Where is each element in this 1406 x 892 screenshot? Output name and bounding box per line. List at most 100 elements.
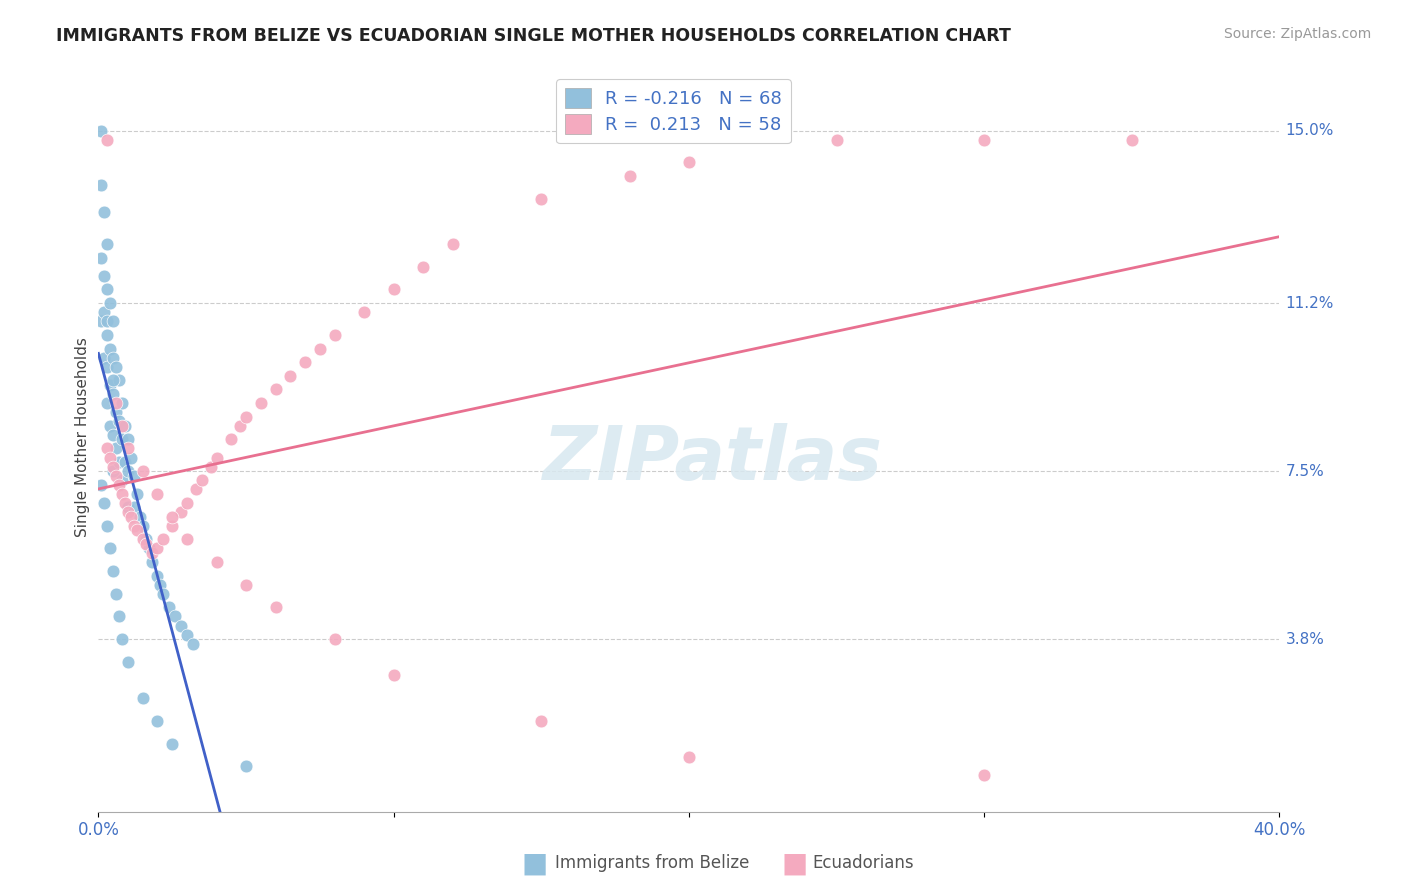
Point bbox=[90, 251, 112, 265]
Point bbox=[294, 355, 316, 369]
Point bbox=[146, 568, 169, 582]
Y-axis label: Single Mother Households: Single Mother Households bbox=[75, 337, 90, 537]
Point bbox=[235, 577, 257, 591]
Point bbox=[90, 123, 112, 137]
Point bbox=[973, 768, 995, 782]
Point bbox=[205, 555, 228, 569]
Point bbox=[105, 396, 128, 410]
Text: IMMIGRANTS FROM BELIZE VS ECUADORIAN SINGLE MOTHER HOUSEHOLDS CORRELATION CHART: IMMIGRANTS FROM BELIZE VS ECUADORIAN SIN… bbox=[56, 27, 1011, 45]
Text: 15.0%: 15.0% bbox=[1285, 123, 1334, 138]
Point bbox=[103, 459, 125, 474]
Point bbox=[111, 632, 134, 647]
Point bbox=[412, 260, 434, 274]
Point bbox=[117, 442, 139, 456]
Point bbox=[96, 314, 118, 328]
Point bbox=[176, 533, 198, 547]
Point bbox=[122, 500, 145, 515]
Text: ■: ■ bbox=[522, 849, 547, 878]
Point bbox=[128, 509, 150, 524]
Point bbox=[132, 533, 155, 547]
Point bbox=[105, 468, 128, 483]
Text: Immigrants from Belize: Immigrants from Belize bbox=[555, 855, 749, 872]
Point bbox=[176, 627, 198, 641]
Point bbox=[152, 587, 174, 601]
Point bbox=[973, 133, 995, 147]
Point bbox=[162, 518, 183, 533]
Point bbox=[170, 618, 193, 632]
Point bbox=[221, 433, 243, 447]
Text: ■: ■ bbox=[782, 849, 807, 878]
Text: 11.2%: 11.2% bbox=[1285, 295, 1334, 310]
Point bbox=[530, 714, 553, 728]
Point bbox=[108, 609, 131, 624]
Point bbox=[96, 283, 118, 297]
Point bbox=[157, 600, 180, 615]
Point bbox=[93, 351, 115, 365]
Point bbox=[146, 541, 169, 556]
Point bbox=[114, 418, 136, 433]
Point bbox=[825, 133, 848, 147]
Point bbox=[264, 600, 287, 615]
Point bbox=[162, 737, 183, 751]
Point bbox=[90, 477, 112, 491]
Text: ZIPatlas: ZIPatlas bbox=[543, 423, 883, 496]
Point bbox=[117, 505, 139, 519]
Point bbox=[441, 237, 464, 252]
Point bbox=[90, 314, 112, 328]
Point bbox=[103, 464, 125, 478]
Point bbox=[323, 632, 346, 647]
Point bbox=[117, 655, 139, 669]
Point bbox=[111, 396, 134, 410]
Point bbox=[103, 427, 125, 442]
Point bbox=[235, 409, 257, 424]
Point bbox=[162, 509, 183, 524]
Point bbox=[678, 750, 700, 764]
Point bbox=[103, 351, 125, 365]
Point bbox=[111, 487, 134, 501]
Point bbox=[96, 327, 118, 342]
Point bbox=[105, 359, 128, 374]
Point bbox=[382, 283, 405, 297]
Point bbox=[135, 537, 157, 551]
Point bbox=[98, 450, 121, 465]
Point bbox=[111, 433, 134, 447]
Point bbox=[90, 178, 112, 192]
Legend: R = -0.216   N = 68, R =  0.213   N = 58: R = -0.216 N = 68, R = 0.213 N = 58 bbox=[557, 79, 790, 143]
Point bbox=[146, 714, 169, 728]
Point bbox=[111, 418, 134, 433]
Point bbox=[96, 396, 118, 410]
Text: Ecuadorians: Ecuadorians bbox=[813, 855, 914, 872]
Point bbox=[678, 155, 700, 169]
Text: 7.5%: 7.5% bbox=[1285, 464, 1324, 479]
Point bbox=[141, 546, 163, 560]
Point bbox=[122, 518, 145, 533]
Point bbox=[96, 359, 118, 374]
Point bbox=[170, 505, 193, 519]
Point bbox=[323, 327, 346, 342]
Point bbox=[176, 496, 198, 510]
Point bbox=[165, 609, 187, 624]
Point bbox=[132, 464, 155, 478]
Point bbox=[200, 459, 222, 474]
Point bbox=[108, 373, 131, 387]
Point bbox=[96, 442, 118, 456]
Point bbox=[103, 314, 125, 328]
Point bbox=[280, 368, 302, 383]
Point bbox=[353, 305, 375, 319]
Point bbox=[93, 268, 115, 283]
Point bbox=[103, 373, 125, 387]
Point bbox=[264, 383, 287, 397]
Point bbox=[114, 496, 136, 510]
Point bbox=[98, 377, 121, 392]
Point bbox=[184, 483, 207, 497]
Point bbox=[93, 205, 115, 219]
Point bbox=[530, 192, 553, 206]
Point bbox=[235, 759, 257, 773]
Point bbox=[105, 442, 128, 456]
Point bbox=[309, 342, 332, 356]
Point bbox=[250, 396, 273, 410]
Point bbox=[103, 387, 125, 401]
Point bbox=[117, 464, 139, 478]
Point bbox=[181, 637, 204, 651]
Point bbox=[120, 450, 142, 465]
